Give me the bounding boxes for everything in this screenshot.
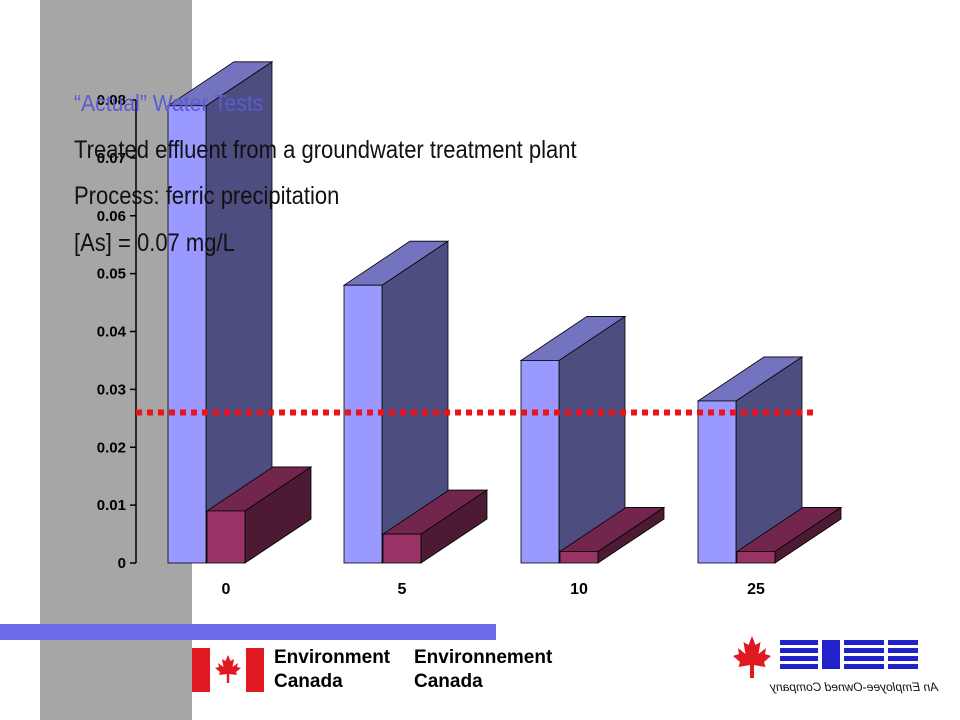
y-tick-label: 0 (118, 555, 126, 572)
saic-logo-icon (733, 636, 918, 678)
y-tick-label: 0.08 (97, 92, 126, 109)
y-tick-label: 0.01 (97, 497, 126, 514)
bar-series-a-bar (520, 360, 560, 564)
slide-line-process: Process: ferric precipitation (74, 182, 340, 210)
slide-line-effluent: Treated effluent from a groundwater trea… (74, 136, 577, 164)
y-tick-label: 0.02 (97, 439, 126, 456)
environment-canada-en: Environment Canada (274, 647, 391, 692)
bar-series-b-bar (559, 551, 599, 564)
canada-flag-icon (192, 648, 264, 692)
y-tick-label: 0.05 (97, 266, 126, 283)
bar-series-b-bar (736, 551, 776, 564)
x-tick-label: 25 (747, 581, 765, 598)
y-tick-label: 0.03 (97, 381, 126, 398)
y-tick-label: 0.06 (97, 208, 126, 225)
bar-series-a-bar (343, 284, 383, 564)
bar-series-b-bar (382, 533, 422, 564)
y-tick-label: 0.04 (97, 324, 127, 341)
x-tick-label: 10 (570, 581, 588, 598)
environment-canada-fr: Environnement Canada (414, 647, 553, 692)
bar-series-a-bar (697, 400, 737, 564)
slide-line-arsenic: [As] = 0.07 mg/L (74, 229, 235, 257)
y-tick-label: 0.07 (97, 150, 126, 167)
x-tick-label: 5 (398, 581, 407, 598)
bar-series-a-bar (167, 105, 207, 564)
partner-tagline: An Employee-Owned Company (770, 680, 939, 694)
x-tick-label: 0 (222, 581, 231, 598)
slide-title: “Actual” Water Tests (74, 90, 264, 116)
side-band (40, 0, 192, 720)
bar-series-b-bar (206, 510, 246, 564)
footer-rule (0, 624, 496, 640)
